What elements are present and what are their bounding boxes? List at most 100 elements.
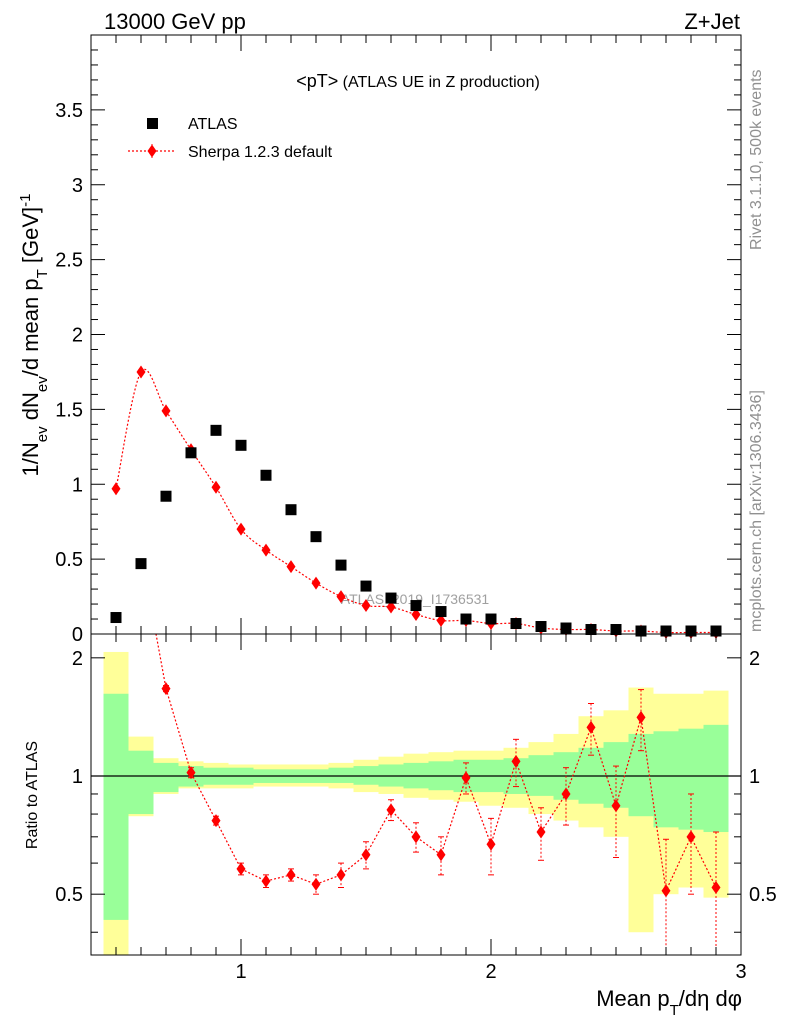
ratio-y-tick-label: 0.5 [55, 884, 83, 906]
main-sherpa-point [236, 522, 246, 536]
ratio-sherpa-point [286, 868, 296, 882]
x-axis-title: Mean pT/dη dφ [596, 986, 742, 1019]
main-atlas-point [560, 622, 572, 634]
main-atlas-point [635, 625, 647, 637]
ratio-y-tick-label: 2 [72, 648, 83, 670]
ratio-sherpa-point [386, 803, 396, 817]
main-y-tick-label: 0 [72, 624, 83, 646]
ratio-sherpa-point [236, 862, 246, 876]
ratio-sherpa-point [361, 848, 371, 862]
main-sherpa-point [136, 365, 146, 379]
main-y-tick-label: 3 [72, 175, 83, 197]
main-y-tick-label: 2 [72, 325, 83, 347]
main-atlas-point [610, 624, 622, 636]
ratio-sherpa-point [536, 825, 546, 839]
main-sherpa-point [386, 600, 396, 614]
main-atlas-point [660, 625, 672, 637]
ratio-sherpa-point [561, 787, 571, 801]
main-atlas-point [685, 625, 697, 637]
ratio-inner-band [653, 731, 679, 828]
ratio-panel-frame [90, 633, 742, 956]
main-atlas-point [485, 613, 497, 625]
ratio-sherpa-point [436, 848, 446, 862]
legend-atlas-marker [147, 118, 158, 129]
legend-atlas-label: ATLAS [188, 116, 238, 133]
main-sherpa-point [261, 543, 271, 557]
main-sherpa-point [411, 608, 421, 622]
ratio-y-tick-label-right: 0.5 [749, 884, 777, 906]
main-atlas-point [435, 606, 447, 618]
ratio-sherpa-point [686, 830, 696, 844]
ratio-y-tick-label-right: 1 [749, 766, 760, 788]
ratio-sherpa-point [161, 682, 171, 696]
main-y-tick-label: 1 [72, 474, 83, 496]
main-sherpa-point [286, 560, 296, 574]
main-sherpa-point [161, 404, 171, 418]
header-left-label: 13000 GeV pp [104, 9, 246, 34]
ratio-sherpa-series [155, 634, 721, 956]
main-axis-ticks [90, 34, 742, 635]
ratio-y-axis-title: Ratio to ATLAS [24, 741, 41, 849]
ratio-x-tick-labels: 1 2 3 [235, 961, 746, 983]
rivet-version-label: Rivet 3.1.10, 500k events [748, 69, 765, 250]
ratio-sherpa-point [586, 720, 596, 734]
main-atlas-point [460, 613, 472, 625]
plot-title: <pT> (ATLAS UE in Z production) [296, 71, 540, 91]
main-atlas-point [160, 490, 172, 502]
main-atlas-point [535, 621, 547, 633]
main-atlas-point [335, 559, 347, 571]
main-y-tick-label: 2.5 [55, 250, 83, 272]
main-y-tick-labels: 0 0.5 1 1.5 2 2.5 3 3.5 [55, 100, 83, 646]
ratio-y-tick-label-right: 2 [749, 648, 760, 670]
ratio-x-tick-label: 1 [235, 961, 246, 983]
ratio-inner-band [678, 728, 704, 830]
ratio-y-tick-labels: 0.5 0.5 1 1 2 2 [55, 648, 777, 906]
main-atlas-point [385, 592, 397, 604]
main-atlas-point [410, 600, 422, 612]
ratio-sherpa-point [186, 766, 196, 780]
main-atlas-point [260, 469, 272, 481]
ratio-sherpa-point [711, 881, 721, 895]
main-sherpa-point [361, 599, 371, 613]
ratio-inner-band [703, 724, 729, 833]
main-atlas-point [210, 424, 222, 436]
main-atlas-point [285, 504, 297, 516]
main-y-tick-label: 0.5 [55, 549, 83, 571]
main-atlas-point [110, 612, 122, 624]
ratio-sherpa-point [411, 830, 421, 844]
main-y-tick-label: 1.5 [55, 399, 83, 421]
ratio-sherpa-point [336, 868, 346, 882]
ratio-x-tick-label: 3 [735, 961, 746, 983]
main-sherpa-point [211, 480, 221, 494]
main-atlas-series [110, 424, 722, 637]
ratio-sherpa-point [661, 884, 671, 898]
ratio-inner-band [103, 693, 129, 920]
main-sherpa-point [336, 590, 346, 604]
ratio-inner-band [153, 762, 179, 793]
main-panel: 0 0.5 1 1.5 2 2.5 3 3.5 1/Nev dNev/d mean pT [G… [17, 34, 742, 646]
main-atlas-point [235, 439, 247, 451]
ratio-sherpa-point [211, 814, 221, 828]
ratio-sherpa-point [611, 799, 621, 813]
ratio-inner-band [128, 750, 154, 815]
legend-sherpa-label: Sherpa 1.2.3 default [188, 144, 333, 161]
main-atlas-point [135, 558, 147, 570]
main-y-tick-label: 3.5 [55, 100, 83, 122]
ratio-uncertainty-bands [103, 651, 729, 955]
legend: ATLAS Sherpa 1.2.3 default [128, 116, 333, 161]
main-atlas-point [310, 531, 322, 543]
main-atlas-point [185, 447, 197, 459]
analysis-watermark: ATLAS_2019_I1736531 [341, 591, 490, 607]
ratio-panel: 0.5 0.5 1 1 2 2 1 2 3 Ratio to ATLAS Mean pT/dη… [24, 633, 777, 1019]
main-atlas-point [585, 624, 597, 636]
legend-sherpa-marker [147, 144, 157, 158]
ratio-sherpa-point [636, 710, 646, 724]
ratio-x-tick-label: 2 [485, 961, 496, 983]
mcplots-url-label: mcplots.cern.ch [arXiv:1306.3436] [748, 390, 765, 632]
main-sherpa-point [111, 482, 121, 496]
main-sherpa-point [436, 614, 446, 628]
ratio-y-tick-label: 1 [72, 766, 83, 788]
ratio-sherpa-point [261, 874, 271, 888]
main-atlas-point [710, 625, 722, 637]
